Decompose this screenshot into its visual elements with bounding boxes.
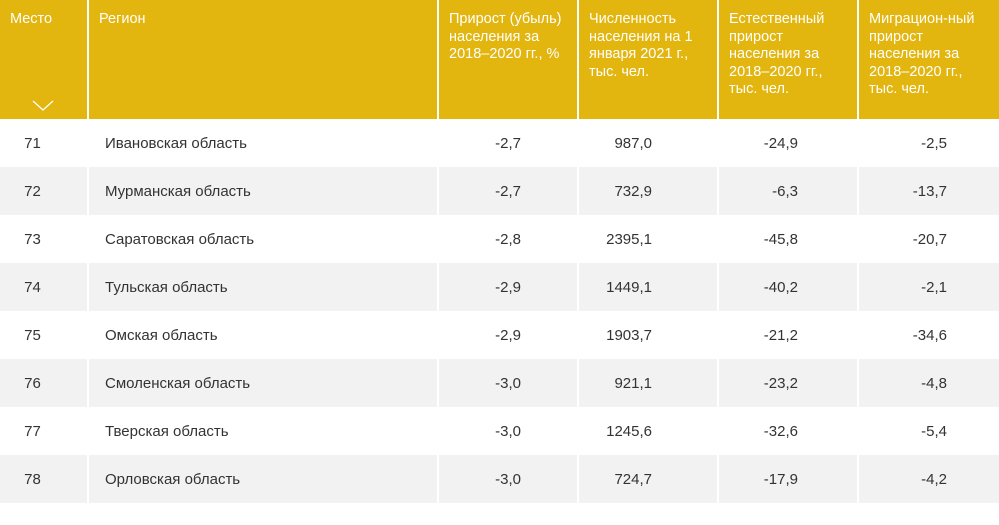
cell-place: 74 (0, 263, 89, 311)
cell-population: 2395,1 (579, 215, 719, 263)
cell-natural: -24,9 (719, 119, 859, 167)
table-row: 73 Саратовская область -2,8 2395,1 -45,8… (0, 215, 999, 263)
column-header-population-label: Численность населения на 1 января 2021 г… (589, 11, 693, 80)
cell-migration: -2,5 (859, 119, 999, 167)
cell-population: 1449,1 (579, 263, 719, 311)
cell-region: Тверская область (89, 407, 439, 455)
column-header-growth-label: Прирост (убыль) населения за 2018–2020 г… (449, 11, 562, 62)
cell-place: 71 (0, 119, 89, 167)
cell-migration: -2,1 (859, 263, 999, 311)
cell-growth: -3,0 (439, 359, 579, 407)
cell-population: 724,7 (579, 455, 719, 503)
column-header-natural-label: Естественный прирост населения за 2018–2… (729, 11, 825, 97)
cell-population: 732,9 (579, 167, 719, 215)
table-row: 75 Омская область -2,9 1903,7 -21,2 -34,… (0, 311, 999, 359)
cell-growth: -2,7 (439, 167, 579, 215)
cell-natural: -23,2 (719, 359, 859, 407)
column-header-region[interactable]: Регион (89, 0, 439, 119)
cell-growth: -2,9 (439, 263, 579, 311)
cell-region: Ивановская область (89, 119, 439, 167)
cell-region: Омская область (89, 311, 439, 359)
cell-place: 72 (0, 167, 89, 215)
column-header-growth[interactable]: Прирост (убыль) населения за 2018–2020 г… (439, 0, 579, 119)
cell-population: 921,1 (579, 359, 719, 407)
cell-migration: -5,4 (859, 407, 999, 455)
cell-place: 78 (0, 455, 89, 503)
table-row: 72 Мурманская область -2,7 732,9 -6,3 -1… (0, 167, 999, 215)
table-row: 74 Тульская область -2,9 1449,1 -40,2 -2… (0, 263, 999, 311)
population-table: Место Регион Прирост (убыль) населения з… (0, 0, 999, 503)
cell-natural: -32,6 (719, 407, 859, 455)
table-row: 76 Смоленская область -3,0 921,1 -23,2 -… (0, 359, 999, 407)
cell-growth: -2,9 (439, 311, 579, 359)
header-row: Место Регион Прирост (убыль) населения з… (0, 0, 999, 119)
table-header: Место Регион Прирост (убыль) населения з… (0, 0, 999, 119)
column-header-place[interactable]: Место (0, 0, 89, 119)
chevron-down-icon[interactable] (32, 100, 54, 112)
cell-growth: -3,0 (439, 455, 579, 503)
cell-region: Орловская область (89, 455, 439, 503)
cell-place: 76 (0, 359, 89, 407)
cell-migration: -4,2 (859, 455, 999, 503)
cell-growth: -3,0 (439, 407, 579, 455)
cell-population: 987,0 (579, 119, 719, 167)
cell-migration: -13,7 (859, 167, 999, 215)
column-header-migration[interactable]: Миграцион-ный прирост населения за 2018–… (859, 0, 999, 119)
table-row: 71 Ивановская область -2,7 987,0 -24,9 -… (0, 119, 999, 167)
cell-region: Мурманская область (89, 167, 439, 215)
cell-place: 77 (0, 407, 89, 455)
cell-region: Саратовская область (89, 215, 439, 263)
cell-region: Тульская область (89, 263, 439, 311)
cell-natural: -45,8 (719, 215, 859, 263)
cell-population: 1903,7 (579, 311, 719, 359)
cell-growth: -2,8 (439, 215, 579, 263)
column-header-region-label: Регион (99, 11, 146, 27)
cell-population: 1245,6 (579, 407, 719, 455)
column-header-natural[interactable]: Естественный прирост населения за 2018–2… (719, 0, 859, 119)
cell-natural: -21,2 (719, 311, 859, 359)
cell-migration: -4,8 (859, 359, 999, 407)
cell-migration: -20,7 (859, 215, 999, 263)
table-row: 78 Орловская область -3,0 724,7 -17,9 -4… (0, 455, 999, 503)
cell-natural: -17,9 (719, 455, 859, 503)
cell-region: Смоленская область (89, 359, 439, 407)
column-header-migration-label: Миграцион-ный прирост населения за 2018–… (869, 11, 975, 97)
cell-place: 75 (0, 311, 89, 359)
cell-migration: -34,6 (859, 311, 999, 359)
cell-natural: -40,2 (719, 263, 859, 311)
cell-growth: -2,7 (439, 119, 579, 167)
table-row: 77 Тверская область -3,0 1245,6 -32,6 -5… (0, 407, 999, 455)
cell-place: 73 (0, 215, 89, 263)
cell-natural: -6,3 (719, 167, 859, 215)
column-header-population[interactable]: Численность населения на 1 января 2021 г… (579, 0, 719, 119)
column-header-place-label: Место (10, 11, 53, 27)
table-body: 71 Ивановская область -2,7 987,0 -24,9 -… (0, 119, 999, 503)
